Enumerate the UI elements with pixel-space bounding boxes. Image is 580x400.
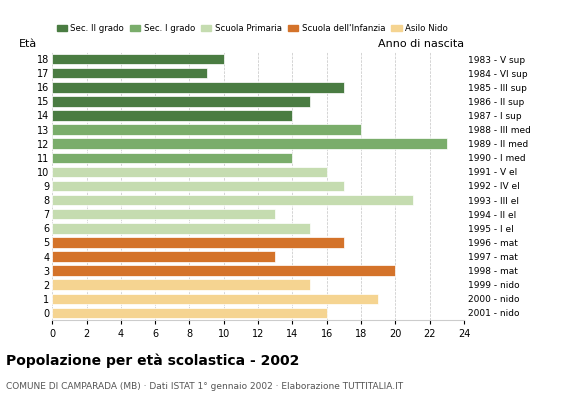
Bar xyxy=(52,308,327,318)
Text: Età: Età xyxy=(19,39,38,49)
Bar xyxy=(52,251,276,262)
Bar xyxy=(52,96,310,107)
Bar xyxy=(52,280,310,290)
Legend: Sec. II grado, Sec. I grado, Scuola Primaria, Scuola dell'Infanzia, Asilo Nido: Sec. II grado, Sec. I grado, Scuola Prim… xyxy=(56,24,448,33)
Bar xyxy=(52,82,344,92)
Bar xyxy=(52,54,224,64)
Bar xyxy=(52,167,327,177)
Bar xyxy=(52,265,396,276)
Text: Anno di nascita: Anno di nascita xyxy=(378,39,464,49)
Text: Popolazione per età scolastica - 2002: Popolazione per età scolastica - 2002 xyxy=(6,354,299,368)
Bar xyxy=(52,294,378,304)
Text: COMUNE DI CAMPARADA (MB) · Dati ISTAT 1° gennaio 2002 · Elaborazione TUTTITALIA.: COMUNE DI CAMPARADA (MB) · Dati ISTAT 1°… xyxy=(6,382,403,391)
Bar xyxy=(52,195,412,205)
Bar xyxy=(52,181,344,191)
Bar xyxy=(52,124,361,135)
Bar xyxy=(52,223,310,234)
Bar xyxy=(52,152,292,163)
Bar xyxy=(52,237,344,248)
Bar xyxy=(52,68,206,78)
Bar xyxy=(52,138,447,149)
Bar xyxy=(52,209,276,220)
Bar xyxy=(52,110,292,121)
